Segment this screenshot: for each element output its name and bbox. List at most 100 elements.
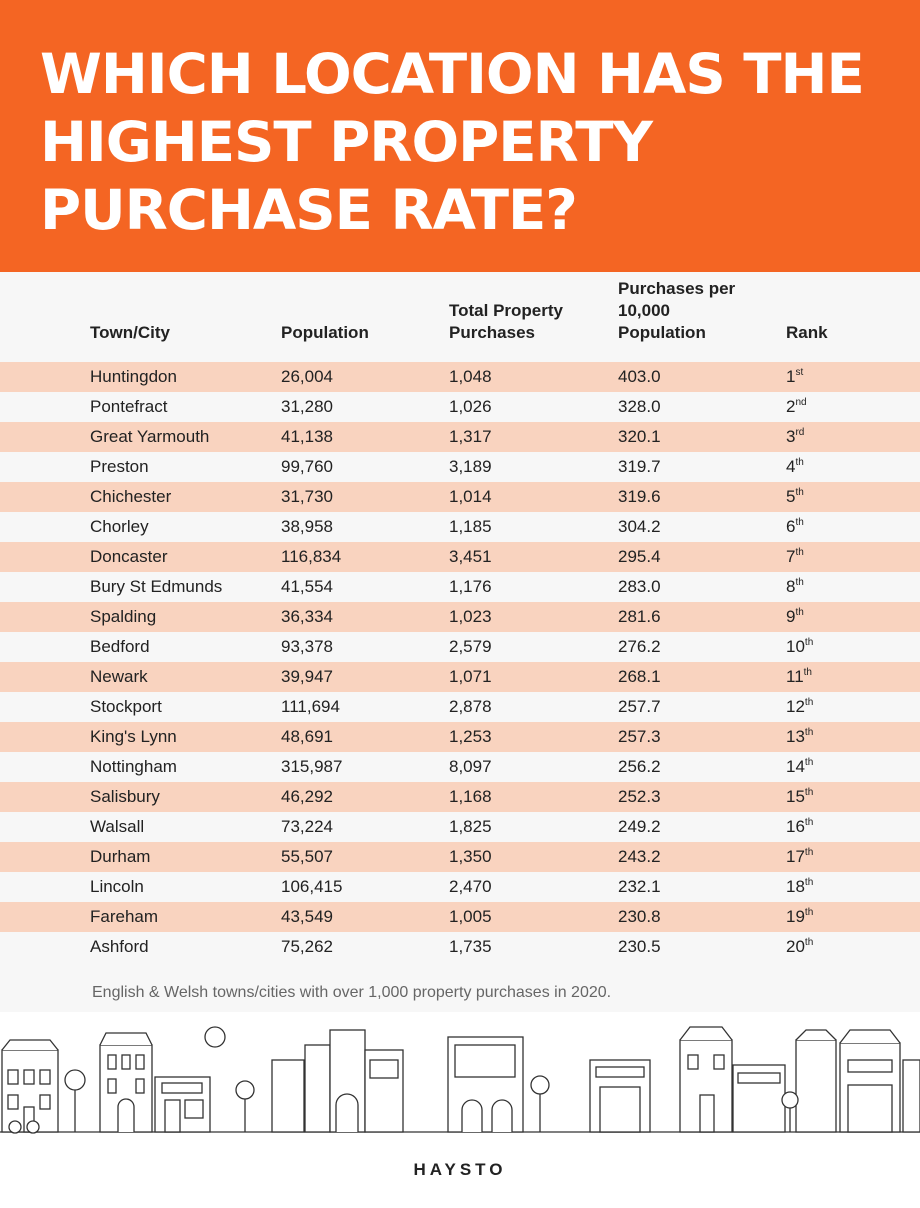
table-row: Fareham 43,549 1,005 230.8 19th [0,902,920,932]
column-header-population: Population [281,323,369,342]
cell-rank: 16th [786,817,813,837]
rank-number: 2 [786,397,796,416]
table-row: Salisbury 46,292 1,168 252.3 15th [0,782,920,812]
page-title: Which location has the highest property … [40,42,865,242]
rank-number: 18 [786,877,805,896]
cell-rank: 15th [786,787,813,807]
rank-number: 9 [786,607,796,626]
rank-suffix: th [795,607,804,618]
cell-per-10000: 319.7 [618,457,661,476]
rank-number: 11 [786,667,804,686]
cell-town: Ashford [90,937,149,956]
cell-per-10000: 230.8 [618,907,661,926]
table-row: Nottingham 315,987 8,097 256.2 14th [0,752,920,782]
cell-rank: 5th [786,487,804,507]
column-header-rank: Rank [786,323,828,342]
column-header-town: Town/City [90,323,170,342]
cell-population: 46,292 [281,787,333,806]
table-row: Newark 39,947 1,071 268.1 11th [0,662,920,692]
cell-purchases: 1,071 [449,667,492,686]
cell-town: Salisbury [90,787,160,806]
cell-population: 99,760 [281,457,333,476]
rank-number: 1 [786,367,796,386]
table-row: Pontefract 31,280 1,026 328.0 2nd [0,392,920,422]
cell-purchases: 3,451 [449,547,492,566]
rank-suffix: th [804,697,814,708]
cell-purchases: 2,878 [449,697,492,716]
cell-per-10000: 283.0 [618,577,661,596]
rank-suffix: th [804,757,814,768]
cell-per-10000: 276.2 [618,637,661,656]
table-row: Chorley 38,958 1,185 304.2 6th [0,512,920,542]
cell-town: Bury St Edmunds [90,577,223,596]
table-row: Great Yarmouth 41,138 1,317 320.1 3rd [0,422,920,452]
cell-population: 106,415 [281,877,343,896]
tree-icon [64,1069,799,1132]
cell-rank: 12th [786,697,813,717]
rank-suffix: th [804,877,814,888]
cell-rank: 18th [786,877,813,897]
rank-number: 8 [786,577,796,596]
cell-town: Bedford [90,637,150,656]
cell-town: Walsall [90,817,145,836]
building-icon [154,1076,211,1133]
cell-purchases: 3,189 [449,457,492,476]
cell-per-10000: 249.2 [618,817,661,836]
cell-population: 41,138 [281,427,333,446]
rank-suffix: th [795,487,804,498]
cell-town: Preston [90,457,149,476]
rank-suffix: th [795,547,804,558]
cell-purchases: 1,253 [449,727,492,746]
rank-number: 20 [786,937,805,956]
cell-per-10000: 403.0 [618,367,661,386]
cell-rank: 13th [786,727,813,747]
cell-rank: 10th [786,637,813,657]
cell-purchases: 1,026 [449,397,492,416]
cell-per-10000: 319.6 [618,487,661,506]
table-row: Stockport 111,694 2,878 257.7 12th [0,692,920,722]
cell-town: Durham [90,847,151,866]
rank-suffix: th [795,517,804,528]
table-row: King's Lynn 48,691 1,253 257.3 13th [0,722,920,752]
cell-purchases: 8,097 [449,757,492,776]
cell-rank: 7th [786,547,804,567]
table-row: Preston 99,760 3,189 319.7 4th [0,452,920,482]
cell-per-10000: 281.6 [618,607,661,626]
cell-purchases: 1,048 [449,367,492,386]
table-row: Lincoln 106,415 2,470 232.1 18th [0,872,920,902]
table-header: Town/City Population Total Property Purc… [0,272,920,362]
cell-population: 111,694 [281,697,340,716]
table-row: Bury St Edmunds 41,554 1,176 283.0 8th [0,572,920,602]
town-skyline-illustration [0,1026,920,1134]
table-row: Ashford 75,262 1,735 230.5 20th [0,932,920,962]
rank-number: 5 [786,487,796,506]
rank-suffix: rd [795,427,805,438]
rank-number: 15 [786,787,805,806]
cell-rank: 14th [786,757,813,777]
rank-suffix: th [804,787,814,798]
rank-number: 17 [786,847,805,866]
rank-suffix: th [804,817,814,828]
cell-population: 39,947 [281,667,333,686]
building-icon [679,1026,920,1133]
table-row: Huntingdon 26,004 1,048 403.0 1st [0,362,920,392]
rank-number: 7 [786,547,796,566]
cell-purchases: 1,735 [449,937,492,956]
cell-population: 48,691 [281,727,333,746]
rank-suffix: th [795,457,804,468]
cell-rank: 4th [786,457,804,477]
cell-town: Lincoln [90,877,144,896]
table-row: Durham 55,507 1,350 243.2 17th [0,842,920,872]
cell-town: Newark [90,667,148,686]
cell-town: Nottingham [90,757,177,776]
cell-per-10000: 243.2 [618,847,661,866]
column-header-per-10000: Purchases per 10,000 Population [618,279,736,342]
cell-per-10000: 257.3 [618,727,661,746]
cell-purchases: 1,317 [449,427,492,446]
rank-number: 16 [786,817,805,836]
cell-per-10000: 328.0 [618,397,661,416]
cell-rank: 6th [786,517,804,537]
rank-suffix: th [804,907,814,918]
cell-town: Pontefract [90,397,168,416]
table-row: Bedford 93,378 2,579 276.2 10th [0,632,920,662]
